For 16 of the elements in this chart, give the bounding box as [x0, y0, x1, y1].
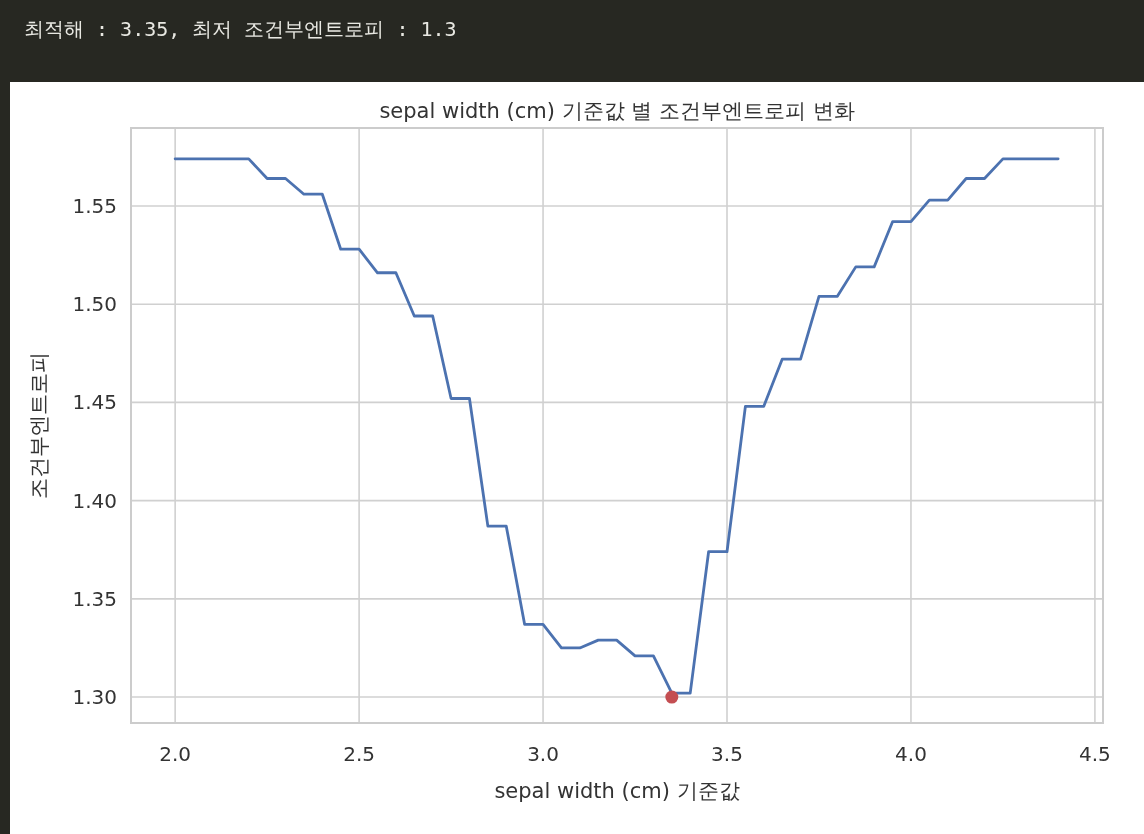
x-axis-title: sepal width (cm) 기준값 — [494, 779, 740, 803]
y-tick-label: 1.45 — [72, 390, 117, 415]
y-tick-label: 1.50 — [72, 292, 117, 317]
x-tick-label: 2.0 — [159, 742, 192, 766]
text: 최적해 : 3.35, 최저 조건부엔트로피 : 1.3 — [24, 17, 457, 41]
y-tick-label: 1.40 — [72, 488, 117, 513]
y-tick-label: 1.30 — [72, 685, 117, 710]
y-axis-title: 조건부엔트로피 — [27, 352, 51, 499]
chart-title: sepal width (cm) 기준값 별 조건부엔트로피 변화 — [379, 99, 855, 123]
x-tick-label: 4.0 — [895, 742, 927, 766]
y-tick-label: 1.35 — [72, 586, 117, 611]
x-tick-label: 2.5 — [343, 742, 376, 766]
x-tick-label: 3.5 — [711, 742, 743, 766]
x-tick-label: 3.0 — [527, 742, 559, 766]
x-tick-label: 4.5 — [1079, 742, 1111, 766]
y-tick-label: 1.55 — [72, 193, 117, 218]
